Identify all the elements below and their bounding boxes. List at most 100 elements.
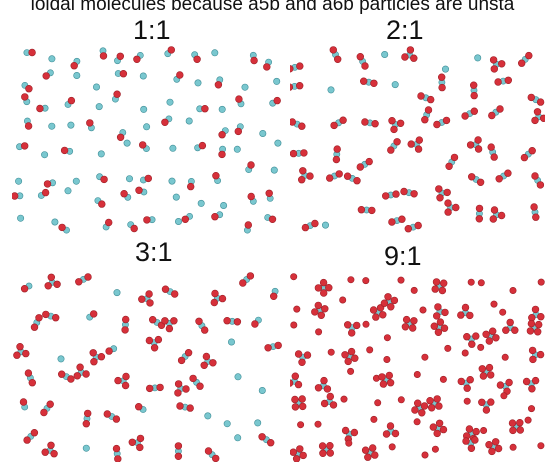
red-particle bbox=[509, 287, 517, 295]
red-particle bbox=[122, 372, 130, 381]
cyan-particle bbox=[143, 123, 151, 131]
red-particle bbox=[468, 340, 476, 348]
red-particle bbox=[70, 62, 78, 70]
red-particle bbox=[202, 352, 211, 361]
red-particle bbox=[84, 273, 92, 281]
red-particle bbox=[333, 145, 341, 153]
red-particle bbox=[353, 177, 361, 185]
red-particle bbox=[379, 380, 388, 388]
red-particle bbox=[218, 294, 227, 303]
red-particle bbox=[267, 439, 275, 447]
red-particle bbox=[320, 376, 328, 385]
cyan-particle bbox=[97, 150, 105, 158]
red-particle bbox=[436, 194, 444, 202]
red-particle bbox=[421, 353, 429, 361]
red-particle bbox=[112, 415, 121, 423]
red-particle bbox=[489, 215, 498, 223]
red-particle bbox=[372, 313, 380, 321]
red-particle bbox=[290, 379, 294, 387]
simulation-panel-2-1 bbox=[290, 44, 545, 234]
red-particle bbox=[509, 426, 517, 435]
red-particle bbox=[30, 323, 39, 331]
red-particle bbox=[298, 395, 306, 403]
red-particle bbox=[381, 192, 390, 200]
cyan-particle bbox=[67, 121, 75, 129]
red-particle bbox=[104, 218, 113, 227]
red-particle bbox=[28, 378, 36, 387]
red-particle bbox=[482, 330, 490, 338]
cyan-particle bbox=[211, 49, 219, 57]
red-particle bbox=[177, 356, 186, 365]
red-particle bbox=[476, 178, 485, 187]
cyan-particle bbox=[95, 103, 103, 111]
red-particle bbox=[317, 311, 325, 319]
red-particle bbox=[465, 425, 474, 433]
red-particle bbox=[522, 377, 531, 386]
red-particle bbox=[442, 116, 451, 125]
red-particle bbox=[244, 221, 253, 229]
red-particle bbox=[388, 218, 396, 226]
red-particle bbox=[330, 121, 338, 130]
red-particle bbox=[114, 455, 122, 462]
red-particle bbox=[361, 62, 369, 70]
red-particle bbox=[22, 349, 30, 358]
red-particle bbox=[145, 290, 153, 298]
red-particle bbox=[128, 438, 137, 447]
cyan-particle bbox=[258, 387, 266, 395]
red-particle bbox=[383, 334, 391, 342]
cyan-particle bbox=[234, 434, 242, 442]
particle-scatter-2-1 bbox=[290, 46, 545, 233]
red-particle bbox=[161, 317, 169, 325]
red-particle bbox=[531, 305, 540, 314]
red-particle bbox=[167, 46, 176, 54]
red-particle bbox=[329, 401, 338, 409]
red-particle bbox=[485, 441, 493, 449]
red-particle bbox=[492, 438, 500, 446]
cyan-particle bbox=[474, 54, 482, 62]
red-particle bbox=[105, 347, 113, 355]
cyan-particle bbox=[48, 55, 56, 63]
red-particle bbox=[239, 279, 247, 287]
red-particle bbox=[362, 320, 370, 328]
red-particle bbox=[120, 190, 128, 198]
red-particle bbox=[50, 450, 58, 458]
red-particle bbox=[292, 455, 301, 462]
red-particle bbox=[60, 146, 69, 155]
red-particle bbox=[485, 363, 494, 372]
red-particle bbox=[487, 371, 495, 379]
red-particle bbox=[300, 149, 308, 157]
red-particle bbox=[421, 451, 429, 459]
red-particle bbox=[258, 433, 266, 441]
red-particle bbox=[290, 65, 294, 73]
cyan-particle bbox=[218, 105, 226, 113]
red-particle bbox=[73, 372, 82, 380]
cyan-particle bbox=[259, 130, 267, 138]
red-particle bbox=[463, 332, 471, 341]
red-particle bbox=[83, 409, 92, 418]
red-particle bbox=[161, 285, 170, 293]
red-particle bbox=[391, 429, 400, 438]
red-particle bbox=[299, 167, 307, 175]
red-particle bbox=[35, 314, 43, 322]
red-particle bbox=[494, 444, 503, 453]
red-particle bbox=[30, 429, 39, 437]
red-particle bbox=[497, 211, 506, 220]
red-particle bbox=[508, 419, 517, 427]
red-particle bbox=[477, 343, 485, 351]
red-particle bbox=[189, 374, 197, 383]
red-particle bbox=[97, 352, 106, 361]
red-particle bbox=[326, 449, 334, 457]
red-particle bbox=[438, 73, 446, 81]
red-particle bbox=[130, 224, 138, 233]
red-particle bbox=[530, 203, 538, 211]
red-particle bbox=[411, 406, 419, 414]
red-particle bbox=[524, 416, 532, 424]
red-particle bbox=[320, 289, 328, 297]
red-particle bbox=[398, 215, 406, 223]
red-particle bbox=[410, 190, 418, 198]
red-particle bbox=[42, 72, 50, 80]
red-particle bbox=[400, 187, 408, 196]
cyan-particle bbox=[73, 71, 81, 79]
red-particle bbox=[133, 55, 141, 63]
red-particle bbox=[369, 306, 378, 314]
